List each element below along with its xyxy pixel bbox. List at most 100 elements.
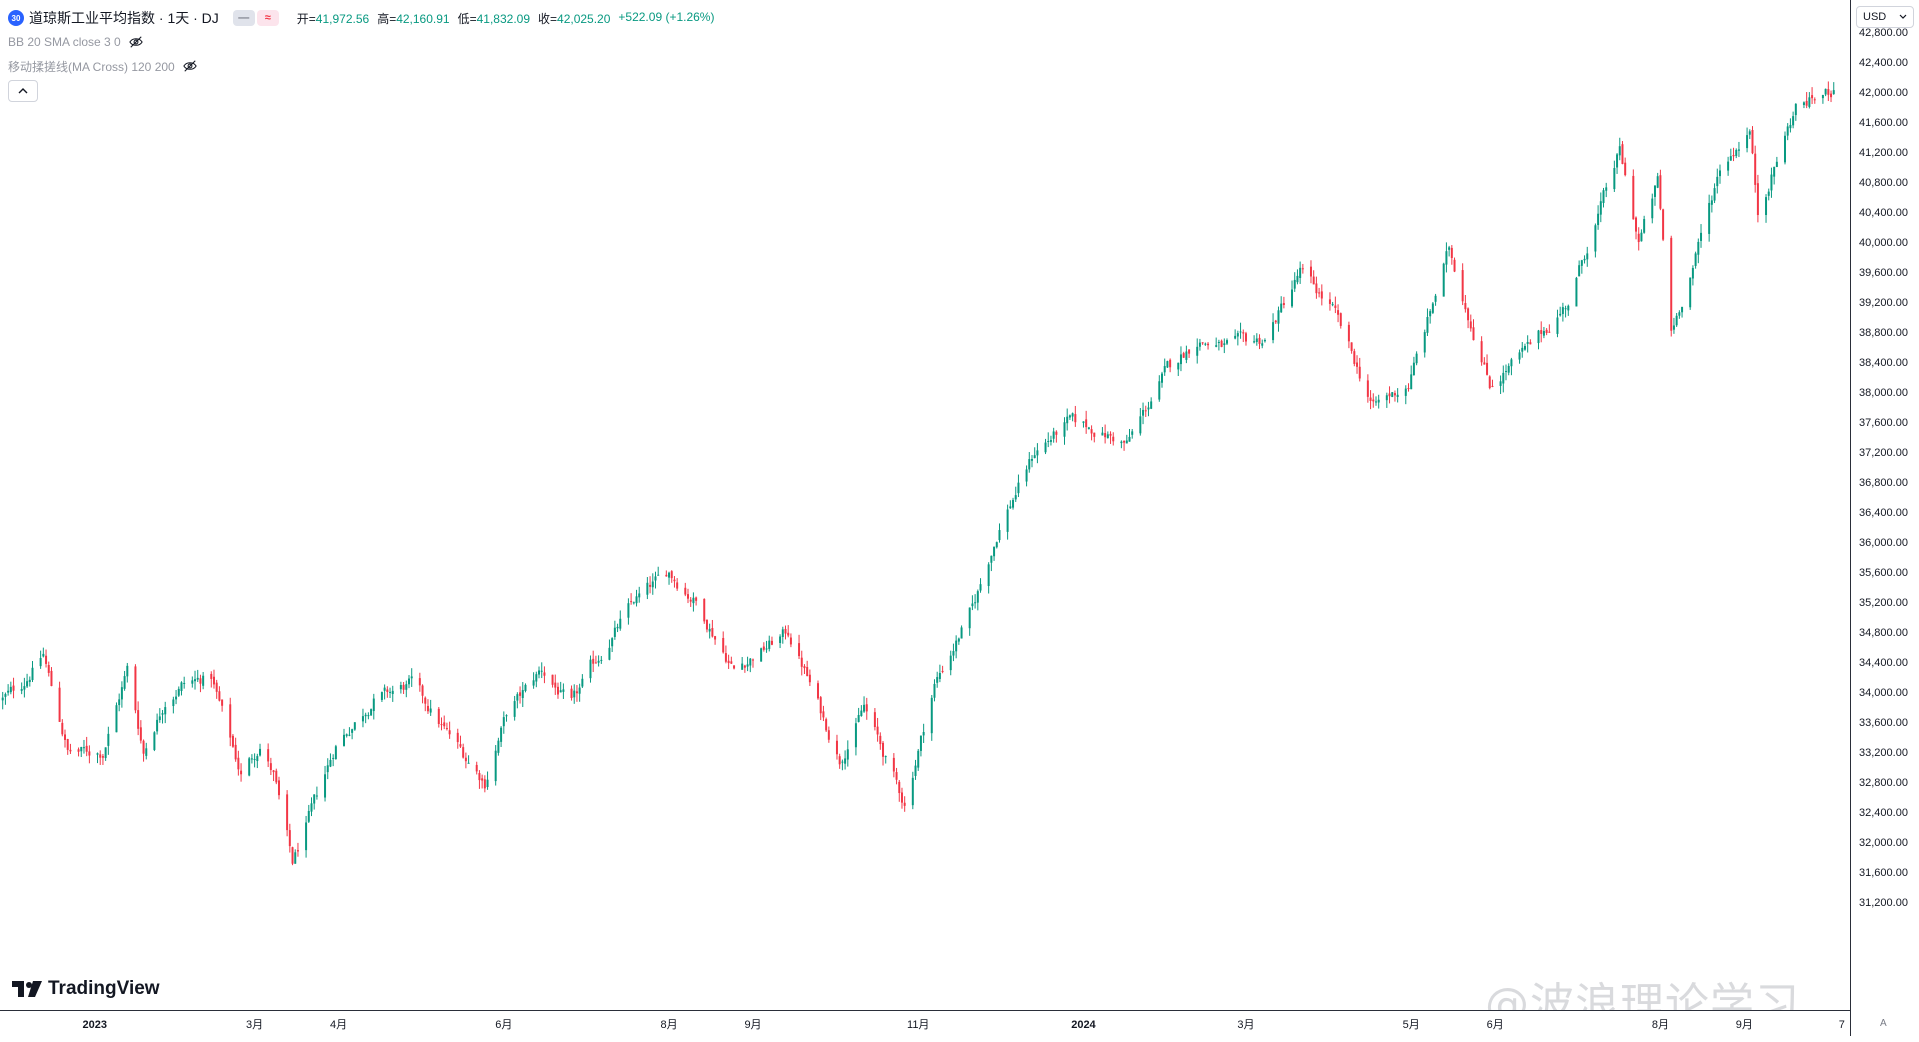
- candle-body: [1353, 351, 1356, 364]
- candle-body: [1090, 429, 1093, 434]
- candle-body: [218, 691, 221, 701]
- candle: [118, 693, 121, 712]
- candle-body: [1179, 354, 1182, 365]
- ohlc-values: 开=41,972.56 高=42,160.91 低=41,832.09 收=42…: [297, 10, 715, 27]
- currency-button[interactable]: USD: [1856, 6, 1914, 28]
- candle: [1716, 168, 1719, 194]
- candle: [1507, 363, 1510, 376]
- candle: [1616, 153, 1619, 174]
- candle: [194, 670, 197, 690]
- candle: [768, 635, 771, 652]
- price-tick-label: 40,400.00: [1859, 207, 1908, 219]
- candle-body: [253, 758, 256, 760]
- candle-body: [1261, 343, 1264, 346]
- candle-body: [1404, 388, 1407, 396]
- candle-body: [1047, 441, 1050, 443]
- candle: [1773, 166, 1776, 185]
- candle-body: [955, 640, 958, 652]
- eye-hidden-icon[interactable]: [128, 35, 143, 49]
- candle: [272, 769, 275, 782]
- candle: [12, 677, 15, 699]
- collapse-legend-button[interactable]: [8, 80, 38, 102]
- candle: [1125, 434, 1128, 444]
- candle: [936, 671, 939, 688]
- candle-body: [581, 678, 584, 687]
- candle: [1272, 313, 1275, 344]
- candle-body: [957, 638, 960, 642]
- approx-icon[interactable]: ≈: [256, 10, 279, 26]
- candle: [1139, 408, 1142, 436]
- symbol-badge[interactable]: 30: [8, 10, 24, 26]
- candle-body: [1453, 259, 1456, 272]
- price-tick-label: 34,000.00: [1859, 687, 1908, 699]
- candle-body: [175, 696, 178, 700]
- candle: [45, 649, 48, 668]
- candle: [234, 737, 237, 762]
- candle: [1220, 339, 1223, 348]
- time-tick-label: 3月: [246, 1019, 263, 1031]
- eye-hidden-icon[interactable]: [182, 59, 197, 73]
- candle: [172, 696, 175, 714]
- candle: [1404, 385, 1407, 405]
- candle: [1708, 194, 1711, 242]
- candle-body: [345, 734, 348, 736]
- candle-body: [1491, 385, 1494, 387]
- candle-body: [1356, 362, 1359, 367]
- candle: [345, 733, 348, 738]
- candle: [1410, 365, 1413, 390]
- candle: [1653, 185, 1656, 206]
- candle: [841, 759, 844, 771]
- price-tick-label: 33,200.00: [1859, 747, 1908, 759]
- candle-body: [993, 546, 996, 557]
- candle-body: [968, 607, 971, 629]
- candle-body: [1014, 495, 1017, 500]
- candle-body: [39, 657, 42, 667]
- candle-body: [960, 627, 963, 639]
- candle-body: [315, 795, 318, 797]
- candle: [689, 597, 692, 607]
- candle-body: [1518, 352, 1521, 360]
- candle-body: [183, 683, 186, 685]
- price-axis[interactable]: 42,800.00 42,400.00 42,000.00 41,600.00 41,2…: [1850, 0, 1919, 1036]
- candle: [589, 655, 592, 683]
- candle-body: [191, 680, 194, 684]
- candle: [1830, 90, 1833, 103]
- candle-body: [1675, 315, 1678, 326]
- tradingview-logo[interactable]: TradingView: [12, 978, 160, 1000]
- minus-icon[interactable]: —: [232, 10, 255, 26]
- candle-body: [657, 574, 660, 576]
- candle-body: [1049, 440, 1052, 442]
- candle: [987, 562, 990, 594]
- candle-body: [1689, 277, 1692, 308]
- candle: [1, 691, 4, 710]
- candle: [1518, 349, 1521, 364]
- candle: [1751, 126, 1754, 155]
- candle-body: [952, 651, 955, 656]
- candle: [326, 758, 329, 780]
- candle-body: [326, 765, 329, 773]
- candle-body: [616, 626, 619, 629]
- symbol-title[interactable]: 道琼斯工业平均指数 · 1天 · DJ: [29, 10, 219, 26]
- candle: [727, 654, 730, 669]
- indicator-ma-label[interactable]: 移动揉搓线(MA Cross) 120 200: [8, 59, 175, 74]
- candle-body: [1746, 135, 1749, 149]
- candle-body: [177, 688, 180, 696]
- indicator-bb-label[interactable]: BB 20 SMA close 3 0: [8, 35, 121, 49]
- chart-area[interactable]: [0, 0, 1850, 1010]
- candle-body: [879, 735, 882, 745]
- candle: [28, 676, 31, 687]
- close-value: 收=42,025.20: [538, 11, 611, 26]
- candle: [857, 707, 860, 723]
- time-axis[interactable]: 2023 3月 4月 6月 8月 9月 11月 2024 3月 5月 6月 8月 9月 7: [0, 1010, 1850, 1036]
- auto-scale-button[interactable]: A: [1880, 1018, 1887, 1029]
- candle: [914, 759, 917, 780]
- price-tick-label: 41,600.00: [1859, 117, 1908, 129]
- time-tick-label: 6月: [1487, 1019, 1504, 1031]
- candle: [995, 541, 998, 549]
- candle-body: [1502, 372, 1505, 384]
- time-tick-label: 8月: [1652, 1019, 1669, 1031]
- candle-body: [351, 729, 354, 733]
- candle: [405, 680, 408, 698]
- candle-body: [383, 687, 386, 691]
- candle: [1510, 357, 1513, 376]
